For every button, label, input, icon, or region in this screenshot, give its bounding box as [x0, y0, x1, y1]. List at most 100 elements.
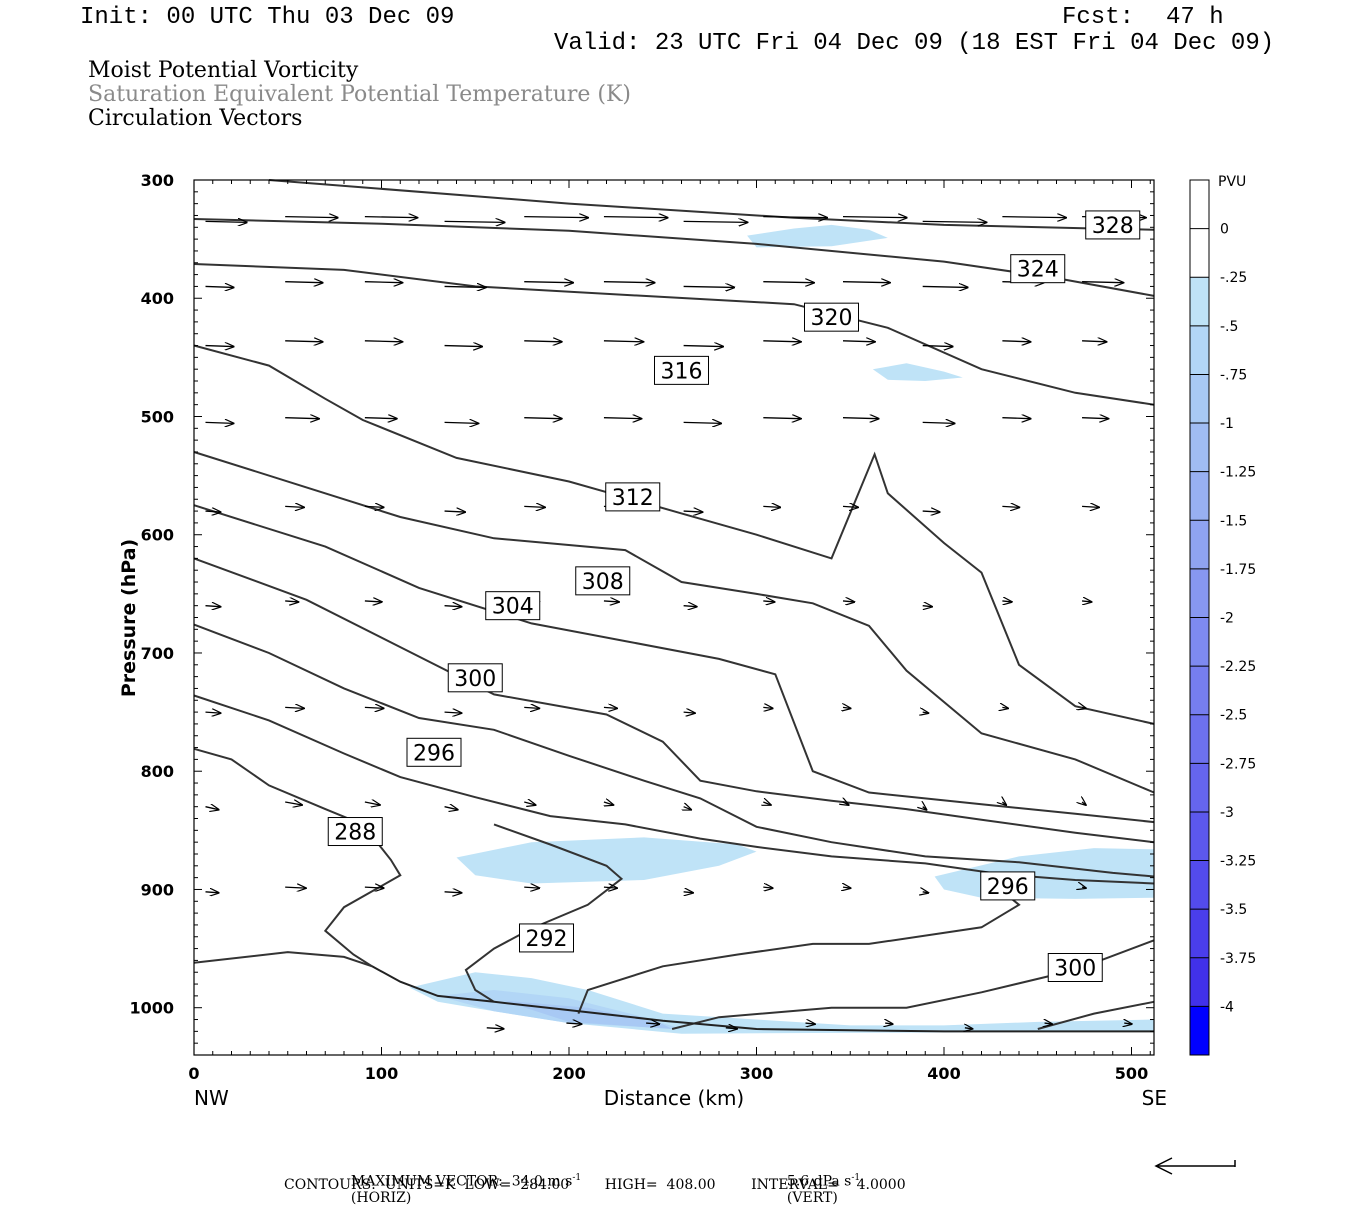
circulation-vector: [1002, 802, 1006, 805]
circulation-vector: [603, 887, 617, 888]
circulation-vector: [364, 887, 384, 888]
circulation-vector: [524, 802, 535, 805]
circulation-vector: [1082, 707, 1086, 708]
x-tick-label: 400: [927, 1064, 960, 1083]
circulation-vector: [922, 606, 932, 607]
colorbar-tick-label: -4: [1220, 999, 1234, 1015]
circulation-vector-layer: [205, 217, 1146, 1029]
colorbar-tick-label: -1.5: [1220, 513, 1247, 529]
colorbar-swatch: [1190, 374, 1209, 424]
pv-region: [747, 224, 888, 248]
circulation-vector: [566, 1023, 581, 1024]
x-tick-label: 500: [1115, 1064, 1148, 1083]
theta-es-contour: [193, 623, 1155, 878]
contour-label: 320: [811, 306, 853, 331]
y-tick-label: 600: [141, 526, 174, 545]
reference-vector-arrow: [1154, 1157, 1236, 1175]
contour-label-box: [519, 923, 574, 953]
circulation-vector: [364, 506, 384, 507]
circulation-vector: [524, 341, 562, 342]
y-tick-label: 700: [141, 644, 174, 663]
colorbar-swatch: [1190, 860, 1209, 910]
contour-label-box: [447, 663, 503, 693]
circulation-vector: [524, 707, 539, 708]
circulation-vector: [524, 887, 539, 888]
circulation-vector: [763, 707, 772, 708]
plot-frame-layer: [193, 179, 1155, 1056]
colorbar-swatch: [1190, 277, 1209, 326]
colorbar-tick-label: 0: [1220, 222, 1229, 238]
contour-label: 316: [661, 359, 703, 384]
circulation-vector: [683, 606, 697, 607]
x-axis-title: Distance (km): [604, 1086, 744, 1110]
theta-es-contour: [193, 263, 1155, 406]
colorbar-title: PVU: [1218, 174, 1246, 190]
circulation-vector: [444, 606, 462, 607]
circulation-vector: [524, 282, 573, 283]
y-tick-label: 1000: [129, 999, 174, 1018]
footer-contours: CONTOURS: UNITS=K LOW= 284.00 HIGH= 408.…: [284, 1177, 906, 1193]
circulation-vector: [763, 282, 814, 283]
circulation-vector: [1081, 601, 1091, 602]
colorbar-swatch: [1190, 811, 1209, 861]
circulation-vector: [684, 807, 692, 810]
circulation-vector: [842, 506, 858, 507]
colorbar-tick-label: -.5: [1220, 319, 1238, 335]
colorbar-swatch: [1190, 909, 1209, 958]
circulation-vector: [285, 601, 298, 602]
circulation-vector: [444, 286, 486, 287]
valid-time: Valid: 23 UTC Fri 04 Dec 09 (18 EST Fri …: [554, 30, 1275, 57]
forecast-value: 47 h: [1166, 4, 1224, 31]
init-time: Init: 00 UTC Thu 03 Dec 09: [80, 4, 455, 31]
circulation-vector: [524, 418, 562, 419]
y-tick-label: 900: [141, 880, 174, 899]
field-title-theta-es: Saturation Equivalent Potential Temperat…: [88, 82, 631, 107]
circulation-vector: [922, 511, 940, 512]
contour-label-box: [605, 482, 661, 512]
contour-label: 312: [612, 486, 654, 511]
contour-label-box: [654, 355, 709, 385]
circulation-vector: [205, 712, 221, 713]
circulation-vector: [965, 1028, 973, 1029]
circulation-vector: [524, 217, 588, 218]
circulation-vector: [683, 712, 695, 713]
colorbar-tick-label: -3.5: [1220, 902, 1247, 918]
circulation-vector: [922, 346, 953, 347]
theta-es-contour: [193, 951, 373, 968]
colorbar-tick-label: -3.25: [1220, 854, 1256, 870]
theta-es-contour: [1037, 1000, 1155, 1030]
circulation-vector: [205, 346, 234, 347]
circulation-vector: [1002, 217, 1066, 218]
circulation-vector: [444, 346, 483, 347]
x-tick-label: 0: [188, 1064, 199, 1083]
colorbar-tick-label: -1.75: [1220, 562, 1256, 578]
circulation-vector: [842, 282, 890, 283]
colorbar-tick-label: -3: [1220, 805, 1234, 821]
theta-es-contour: [577, 888, 1021, 1014]
colorbar-swatch: [1190, 666, 1209, 715]
circulation-vector: [1082, 802, 1086, 805]
theta-es-contour-layer: [193, 179, 1155, 1033]
circulation-vector: [922, 286, 968, 287]
circulation-vector: [763, 601, 774, 602]
circulation-vector: [843, 887, 851, 888]
circulation-vector: [364, 282, 403, 283]
contour-label: 296: [413, 741, 455, 766]
theta-es-contour: [193, 747, 402, 968]
contour-label: 292: [526, 927, 568, 952]
circulation-vector: [205, 511, 221, 512]
circulation-vector: [923, 892, 929, 893]
vert-value: 5.6 dPa s: [786, 1173, 852, 1190]
contour-label: 296: [987, 875, 1029, 900]
y-axis-title: Pressure (hPa): [118, 539, 140, 697]
circulation-vector: [683, 221, 748, 222]
theta-es-contour: [193, 504, 1155, 824]
circulation-vector: [885, 1023, 893, 1024]
x-end-label-se: SE: [1142, 1086, 1167, 1110]
theta-es-contour: [464, 823, 624, 1003]
circulation-vector: [444, 807, 458, 810]
circulation-vector: [805, 1023, 815, 1024]
circulation-vector: [923, 807, 927, 810]
contour-label-box: [485, 591, 541, 621]
colorbar: PVU 0 -.25 -.5 -.75 -1 -1.25 -1.5 -1.75 -2 -2.25 -2…: [1189, 174, 1256, 1056]
